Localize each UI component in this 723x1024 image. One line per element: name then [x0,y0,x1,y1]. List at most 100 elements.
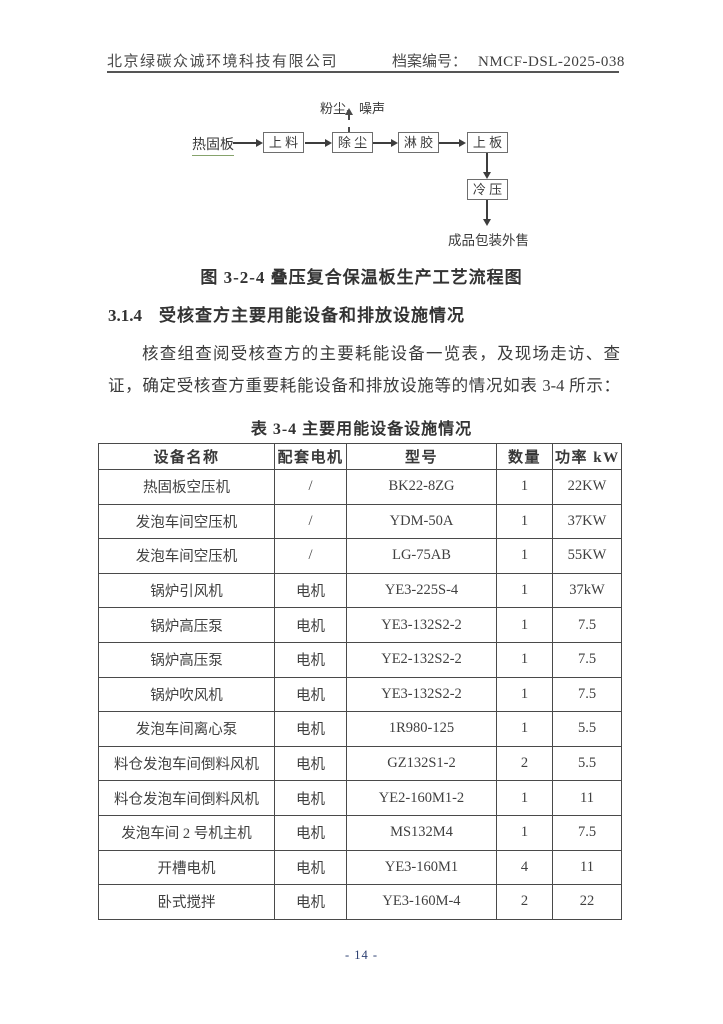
table-row: 发泡车间空压机 / LG-75AB 1 55KW [98,538,622,574]
flow-arrow [439,139,466,147]
table-cell: 22 [552,884,622,920]
column-header: 型号 [346,443,497,470]
table-cell: 热固板空压机 [98,469,275,505]
table-cell: YE3-225S-4 [346,572,497,609]
flowchart-step-gluing: 淋 胶 [398,132,439,153]
table-cell: 锅炉高压泵 [98,607,275,643]
page-number: - 14 - [344,948,379,962]
table-cell: 11 [552,780,622,816]
table-cell: MS132M4 [346,814,497,851]
table-cell: YE2-160M1-2 [346,780,497,816]
table-title: 表 3-4 主要用能设备设施情况 [250,421,473,438]
table-cell: 1 [496,469,553,505]
table-row: 锅炉高压泵 电机 YE2-132S2-2 1 7.5 [98,641,622,678]
table-cell: 电机 [274,572,347,609]
process-flowchart: 粉尘、噪声 热固板 上 料 除 尘 淋 胶 上 板 冷 压 成品包装外售 [0,0,723,255]
flowchart-step-cold-press: 冷 压 [467,179,508,200]
table-cell: 22KW [552,469,622,505]
paragraph-line: 证，确定受核查方重要耗能设备和排放设施等的情况如表 3-4 所示： [108,376,620,395]
table-cell: 电机 [274,849,347,886]
table-row: 开槽电机 电机 YE3-160M1 4 11 [98,849,622,886]
table-cell: 2 [496,884,553,920]
table-cell: / [274,503,347,540]
table-row: 发泡车间离心泵 电机 1R980-125 1 5.5 [98,711,622,747]
table-row: 热固板空压机 / BK22-8ZG 1 22KW [98,469,622,505]
flow-arrow [305,139,332,147]
table-cell: / [274,538,347,574]
table-cell: 4 [496,849,553,886]
flowchart-step-boarding: 上 板 [467,132,508,153]
table-cell: 55KW [552,538,622,574]
table-cell: 发泡车间离心泵 [98,711,275,747]
flowchart-output-label: 成品包装外售 [448,233,529,248]
table-cell: YE2-132S2-2 [346,641,497,678]
table-row: 锅炉吹风机 电机 YE3-132S2-2 1 7.5 [98,676,622,713]
table-cell: BK22-8ZG [346,469,497,505]
table-cell: 电机 [274,884,347,920]
table-cell: 发泡车间 2 号机主机 [98,814,275,851]
table-cell: YE3-132S2-2 [346,607,497,643]
table-cell: 发泡车间空压机 [98,538,275,574]
body-paragraph: 核查组查阅受核查方的主要耗能设备一览表，及现场走访、查 证，确定受核查方重要耗能… [108,338,620,402]
header-company: 北京绿碳众诚环境科技有限公司 [107,54,339,70]
table-row: 料仓发泡车间倒料风机 电机 GZ132S1-2 2 5.5 [98,745,622,782]
header-divider [107,71,619,73]
section-number: 3.1.4 [108,306,142,325]
table-cell: 1 [496,607,553,643]
table-cell: 1 [496,503,553,540]
section-heading: 3.1.4 受核查方主要用能设备和排放设施情况 [108,301,465,326]
table-row: 锅炉高压泵 电机 YE3-132S2-2 1 7.5 [98,607,622,643]
equipment-table: 设备名称 配套电机 型号 数量 功率 kW 热固板空压机 / BK22-8ZG 1 22KW 发泡… [98,443,622,920]
table-cell: 锅炉吹风机 [98,676,275,713]
table-cell: 5.5 [552,711,622,747]
table-cell: / [274,469,347,505]
table-cell: 料仓发泡车间倒料风机 [98,780,275,816]
column-header: 设备名称 [98,443,275,470]
table-cell: 7.5 [552,641,622,678]
table-cell: 电机 [274,711,347,747]
paragraph-line: 核查组查阅受核查方的主要耗能设备一览表，及现场走访、查 [142,344,620,363]
flowchart-step-feeding: 上 料 [263,132,304,153]
table-cell: 开槽电机 [98,849,275,886]
figure-caption: 图 3-2-4 叠压复合保温板生产工艺流程图 [200,268,523,287]
table-cell: 1 [496,538,553,574]
table-cell: 发泡车间空压机 [98,503,275,540]
header-doc-ref: 档案编号： NMCF-DSL-2025-038 [392,50,625,71]
flow-arrow [233,139,263,147]
table-cell: 1 [496,572,553,609]
flowchart-step-dedusting: 除 尘 [332,132,373,153]
table-cell: 1 [496,814,553,851]
table-cell: 卧式搅拌 [98,884,275,920]
table-cell: 1R980-125 [346,711,497,747]
table-cell: 电机 [274,676,347,713]
table-cell: 1 [496,676,553,713]
table-cell: 电机 [274,641,347,678]
table-row: 锅炉引风机 电机 YE3-225S-4 1 37kW [98,572,622,609]
table-cell: 电机 [274,780,347,816]
table-header-row: 设备名称 配套电机 型号 数量 功率 kW [98,443,622,470]
flowchart-input-label: 热固板 [192,134,234,156]
flow-arrow-down [483,153,491,179]
table-cell: 2 [496,745,553,782]
table-cell: 锅炉高压泵 [98,641,275,678]
table-cell: 电机 [274,814,347,851]
table-row: 料仓发泡车间倒料风机 电机 YE2-160M1-2 1 11 [98,780,622,816]
dashed-up-arrow [345,108,353,133]
table-cell: YE3-160M1 [346,849,497,886]
table-cell: LG-75AB [346,538,497,574]
column-header: 功率 kW [552,443,622,470]
table-row: 卧式搅拌 电机 YE3-160M-4 2 22 [98,884,622,920]
table-cell: 7.5 [552,676,622,713]
section-title: 受核查方主要用能设备和排放设施情况 [159,306,465,325]
table-cell: YE3-132S2-2 [346,676,497,713]
table-cell: 1 [496,711,553,747]
table-cell: 5.5 [552,745,622,782]
table-row: 发泡车间空压机 / YDM-50A 1 37KW [98,503,622,540]
table-cell: 1 [496,641,553,678]
doc-number-value: NMCF-DSL-2025-038 [478,54,625,70]
column-header: 配套电机 [274,443,347,470]
table-cell: 37KW [552,503,622,540]
table-cell: 1 [496,780,553,816]
table-cell: 7.5 [552,814,622,851]
